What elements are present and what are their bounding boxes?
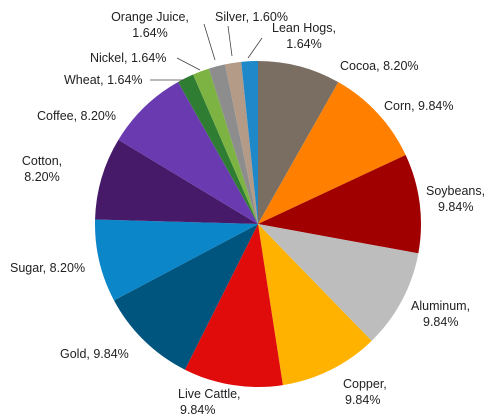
pie-slice-soybeans <box>258 154 422 254</box>
slice-label-cotton: Cotton, 8.20% <box>22 154 62 184</box>
slice-label-sugar: Sugar, 8.20% <box>10 261 85 275</box>
slice-label-lean-hogs: Lean Hogs, 1.64% <box>272 21 336 51</box>
leader-line-silver <box>227 25 233 57</box>
pie-slice-aluminum <box>258 224 419 341</box>
slice-label-soybeans: Soybeans, 9.84% <box>426 184 485 214</box>
pie-slice-gold <box>113 224 259 370</box>
pie-slices <box>94 60 422 388</box>
slice-label-silver: Silver, 1.60% <box>215 10 288 24</box>
pie-slice-wheat <box>178 74 258 225</box>
leader-line-orange-juice <box>203 23 216 61</box>
pie-slice-coffee <box>118 81 259 225</box>
leader-line-lean-hogs <box>247 37 263 59</box>
pie-slice-silver <box>225 61 258 224</box>
slice-label-copper: Copper, 9.84% <box>343 377 387 407</box>
slice-label-wheat: Wheat, 1.64% <box>64 73 143 87</box>
slice-label-live-cattle: Live Cattle, 9.84% <box>178 387 241 416</box>
leader-lines <box>150 23 263 81</box>
pie-slice-corn <box>258 82 406 224</box>
slice-label-nickel: Nickel, 1.64% <box>90 51 166 65</box>
slice-labels: Cocoa, 8.20% Corn, 9.84% Soybeans, 9.84% Alu… <box>10 10 485 416</box>
pie-slice-orange-juice <box>208 64 258 225</box>
slice-label-coffee: Coffee, 8.20% <box>37 109 116 123</box>
leader-line-nickel <box>176 57 201 71</box>
pie-slice-live-cattle <box>184 224 283 388</box>
pie-slice-sugar <box>94 219 258 301</box>
slice-label-aluminum: Aluminum, 9.84% <box>411 299 470 329</box>
pie-slice-lean-hogs <box>241 60 258 224</box>
slice-label-orange-juice: Orange Juice, 1.64% <box>111 10 189 40</box>
pie-slice-copper <box>258 224 372 386</box>
pie-slice-nickel <box>193 68 258 224</box>
slice-label-cocoa: Cocoa, 8.20% <box>340 59 419 73</box>
slice-label-gold: Gold, 9.84% <box>60 347 129 361</box>
pie-slice-cotton <box>95 139 258 224</box>
pie-slice-cocoa <box>258 61 339 224</box>
slice-label-corn: Corn, 9.84% <box>384 99 453 113</box>
